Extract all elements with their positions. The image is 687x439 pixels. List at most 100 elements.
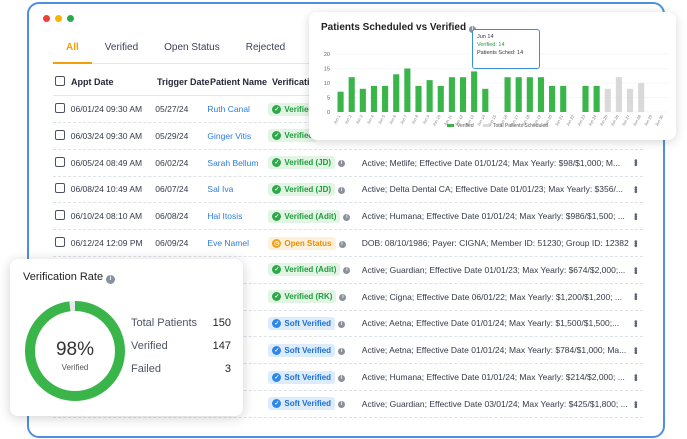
more-options-icon[interactable]: ••• — [631, 186, 642, 193]
check-icon: ✓ — [272, 292, 282, 302]
status-text: Verified — [284, 104, 314, 114]
y-tick-label: 10 — [324, 81, 330, 87]
header-appt-date[interactable]: Appt Date — [71, 76, 114, 87]
tab-all[interactable]: All — [53, 38, 92, 64]
stat-label: Total Patients — [131, 317, 198, 329]
check-icon: ✓ — [272, 131, 282, 141]
stat-value: 150 — [212, 317, 231, 329]
header-trigger-date[interactable]: Trigger Date — [157, 76, 210, 87]
status-badge[interactable]: ✓ Verified (JD) — [268, 156, 336, 170]
check-icon: ✓ — [272, 104, 282, 114]
info-icon[interactable]: i — [338, 401, 346, 409]
x-tick-label: Jun 17 — [509, 113, 520, 127]
tab-rejected[interactable]: Rejected — [245, 42, 286, 53]
header-verification[interactable]: Verificatio — [272, 76, 316, 87]
table-row[interactable]: ✓ Verified (RK) i Active; Cigna; Effective… — [53, 284, 643, 311]
info-icon[interactable]: i — [338, 320, 346, 328]
info-icon[interactable]: i — [339, 294, 347, 302]
row-checkbox[interactable] — [55, 103, 65, 113]
table-row[interactable]: ✓ Soft Verified i Active; Aetna; Effective… — [53, 337, 643, 365]
y-tick-label: 0 — [327, 110, 330, 116]
table-row[interactable]: 06/05/24 08:49 AM 06/02/24 Sarah Bellum … — [53, 150, 643, 177]
check-icon: ✓ — [272, 265, 282, 275]
appt-date: 06/12/24 12:09 PM — [70, 238, 143, 248]
table-row[interactable]: 06/12/24 12:09 PM 06/09/24 Eve Namel ◷ Op… — [53, 230, 643, 257]
row-checkbox[interactable] — [55, 156, 65, 167]
appt-date: 06/05/24 08:49 AM — [70, 157, 143, 168]
patient-name-link[interactable]: Ginger Vitis — [207, 130, 252, 141]
x-tick-label: Jun 2 — [343, 113, 353, 125]
info-icon[interactable]: i — [338, 186, 346, 194]
x-tick-label: Jun 5 — [377, 113, 387, 125]
info-icon[interactable]: i — [338, 347, 346, 355]
tab-open-status[interactable]: Open Status — [164, 42, 220, 53]
check-icon: ✓ — [272, 318, 282, 328]
stat-failed: Failed 3 — [131, 363, 231, 375]
x-tick-label: Jun 30 — [654, 113, 665, 127]
more-options-icon[interactable]: ••• — [631, 239, 642, 247]
legend-swatch-verified — [447, 124, 454, 127]
status-badge[interactable]: ✓ Verified (Adit) — [268, 263, 341, 277]
status-badge[interactable]: ✓ Verified (RK) — [268, 290, 337, 304]
patient-name-link[interactable]: Ruth Canal — [207, 104, 250, 114]
info-icon[interactable]: i — [343, 213, 351, 221]
status-badge[interactable]: ✓ Verified (JD) — [268, 182, 336, 196]
verified-bar — [537, 77, 545, 112]
status-badge[interactable]: ✓ Soft Verified — [268, 316, 336, 330]
status-badge[interactable]: ✓ Soft Verified — [268, 397, 336, 411]
x-tick-label: Jun 6 — [388, 113, 398, 125]
info-icon[interactable]: i — [338, 374, 346, 382]
verified-bar — [382, 85, 389, 112]
row-checkbox[interactable] — [55, 129, 65, 140]
table-row[interactable]: 06/08/24 10:49 AM 06/07/24 Sal Iva ✓ Veri… — [53, 176, 643, 204]
table-row[interactable]: ✓ Soft Verified i Active; Humana; Effectiv… — [53, 364, 643, 391]
select-all-checkbox[interactable] — [55, 75, 65, 86]
more-options-icon[interactable]: ••• — [631, 293, 642, 300]
table-row[interactable]: ✓ Verified (Adit) i Active; Guardian; Effe… — [53, 257, 643, 284]
row-checkbox[interactable] — [55, 183, 65, 194]
status-badge[interactable]: ✓ Verified — [268, 129, 318, 143]
appt-date: 06/03/24 09:30 AM — [70, 130, 143, 141]
patient-name-link[interactable]: Sarah Bellum — [207, 157, 259, 168]
status-badge[interactable]: ◷ Open Status — [268, 236, 336, 250]
status-text: Verified (JD) — [284, 158, 332, 168]
status-badge[interactable]: ✓ Verified (Adit) — [268, 209, 341, 223]
x-tick-label: Jun 27 — [621, 113, 632, 127]
more-options-icon[interactable]: ••• — [631, 320, 642, 327]
table-row[interactable]: 06/03/24 09:30 AM 05/29/24 Ginger Vitis … — [53, 123, 643, 150]
more-options-icon[interactable]: ••• — [631, 159, 642, 166]
status-text: Verified — [284, 131, 314, 141]
table-row[interactable]: 06/10/24 08:10 AM 06/08/24 Hal Itosis ✓ V… — [53, 203, 643, 231]
status-badge[interactable]: ✓ Soft Verified — [268, 343, 336, 357]
info-icon[interactable]: i — [338, 160, 346, 168]
check-icon: ✓ — [272, 158, 282, 168]
status-badge[interactable]: ✓ Verified — [268, 102, 318, 116]
verified-bar — [348, 77, 355, 112]
tooltip-scheduled: Patients Sched: 14 — [477, 50, 524, 56]
info-icon[interactable]: i — [338, 240, 346, 248]
minimize-dot[interactable] — [55, 15, 62, 22]
header-patient-name[interactable]: Patient Name — [210, 76, 268, 87]
more-options-icon[interactable]: ••• — [631, 373, 642, 381]
row-checkbox[interactable] — [55, 210, 65, 221]
patient-name-link[interactable]: Eve Namel — [207, 238, 249, 248]
status-badge[interactable]: ✓ Soft Verified — [268, 370, 336, 384]
info-icon[interactable]: i — [343, 267, 351, 275]
status-text: Verified (RK) — [284, 292, 333, 302]
patient-name-link[interactable]: Sal Iva — [207, 184, 234, 195]
info-icon[interactable]: i — [106, 275, 116, 284]
more-options-icon[interactable]: ••• — [631, 346, 642, 354]
row-checkbox[interactable] — [55, 237, 65, 247]
x-tick-label: Jun 1 — [332, 113, 342, 125]
patient-name-link[interactable]: Hal Itosis — [207, 211, 243, 222]
more-options-icon[interactable]: ••• — [631, 212, 642, 220]
tab-verified[interactable]: Verified — [104, 42, 139, 53]
maximize-dot[interactable] — [67, 15, 74, 22]
more-options-icon[interactable]: ••• — [631, 400, 642, 408]
more-options-icon[interactable]: ••• — [631, 266, 642, 274]
close-dot[interactable] — [43, 15, 50, 22]
verified-bar — [593, 85, 600, 112]
